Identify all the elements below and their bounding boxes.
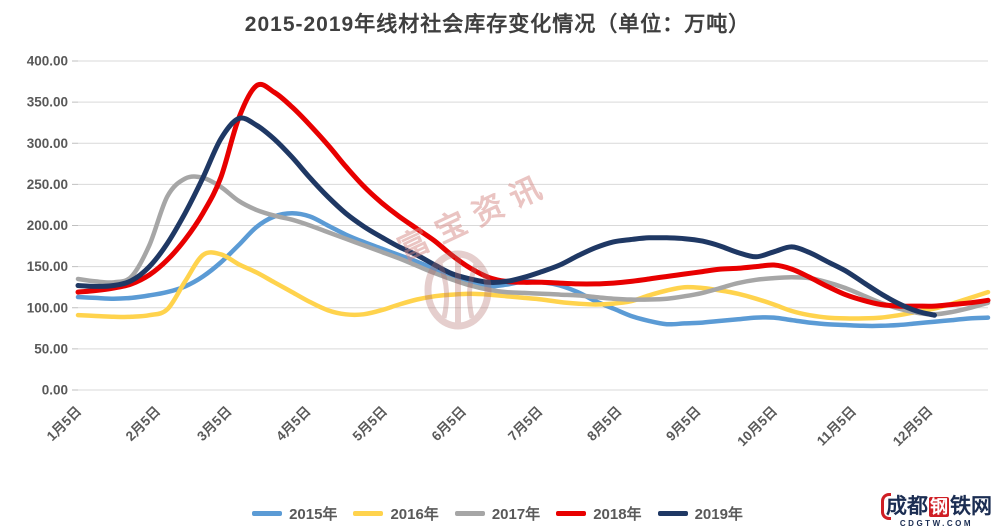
x-axis-label: 7月5日 bbox=[505, 404, 545, 444]
x-axis-label: 4月5日 bbox=[273, 404, 313, 444]
chart-legend: 2015年 2016年 2017年 2018年 2019年 bbox=[0, 503, 995, 524]
x-axis-label: 6月5日 bbox=[429, 404, 469, 444]
site-logo-boxed-char: 钢 bbox=[929, 496, 949, 517]
x-axis-label: 2月5日 bbox=[123, 404, 163, 444]
y-axis-label: 250.00 bbox=[27, 177, 68, 192]
x-axis-label: 12月5日 bbox=[890, 404, 936, 450]
site-logo: 成都 钢 铁网 CDGTW.COM bbox=[881, 493, 992, 528]
y-axis-label: 50.00 bbox=[34, 341, 68, 356]
legend-swatch-2016 bbox=[353, 511, 384, 516]
chart-title: 2015-2019年线材社会库存变化情况（单位：万吨） bbox=[244, 13, 751, 36]
y-axis-label: 100.00 bbox=[27, 300, 68, 315]
series-line-2017年 bbox=[75, 174, 991, 317]
x-axis-label: 1月5日 bbox=[44, 404, 84, 444]
line-chart-canvas: 400.00 350.00 300.00 250.00 200.00 150.00 100.… bbox=[27, 54, 991, 450]
legend-label-2019: 2019年 bbox=[694, 506, 743, 523]
y-axis-label: 0.00 bbox=[42, 383, 68, 398]
legend-label-2017: 2017年 bbox=[491, 506, 541, 523]
y-axis-label: 400.00 bbox=[27, 54, 68, 69]
logo-bracket-icon bbox=[881, 493, 891, 520]
x-axis-label: 11月5日 bbox=[814, 404, 859, 449]
x-axis-label: 10月5日 bbox=[734, 404, 780, 450]
series-line-2019年 bbox=[75, 115, 937, 318]
legend-swatch-2019 bbox=[657, 511, 688, 516]
legend-label-2016: 2016年 bbox=[390, 506, 439, 523]
series-line-2018年 bbox=[75, 81, 991, 309]
x-axis-label: 9月5日 bbox=[663, 404, 703, 444]
site-logo-prefix: 成都 bbox=[886, 494, 928, 518]
y-axis-label: 200.00 bbox=[27, 218, 68, 233]
series-line-2015年 bbox=[75, 210, 991, 329]
site-logo-domain: CDGTW.COM bbox=[899, 519, 974, 528]
x-axis-label: 5月5日 bbox=[350, 404, 390, 444]
legend-swatch-2018 bbox=[556, 511, 587, 516]
site-logo-suffix: 铁网 bbox=[950, 494, 992, 518]
site-logo-text: 成都 钢 铁网 bbox=[881, 493, 992, 520]
x-axis-label: 8月5日 bbox=[584, 404, 624, 444]
legend-item-2018: 2018年 bbox=[556, 503, 642, 524]
legend-label-2015: 2015年 bbox=[289, 506, 338, 523]
legend-item-2015: 2015年 bbox=[252, 503, 337, 524]
y-axis-label: 350.00 bbox=[27, 95, 68, 110]
series-line-2016年 bbox=[75, 250, 991, 321]
legend-swatch-2015 bbox=[252, 511, 283, 516]
y-axis-label: 300.00 bbox=[27, 136, 68, 151]
legend-label-2018: 2018年 bbox=[593, 506, 642, 523]
x-axis-label: 3月5日 bbox=[194, 404, 234, 444]
y-axis-label: 150.00 bbox=[27, 259, 68, 274]
legend-item-2016: 2016年 bbox=[353, 503, 439, 524]
legend-item-2019: 2019年 bbox=[657, 503, 743, 524]
legend-item-2017: 2017年 bbox=[454, 503, 541, 524]
legend-swatch-2017 bbox=[454, 511, 485, 516]
